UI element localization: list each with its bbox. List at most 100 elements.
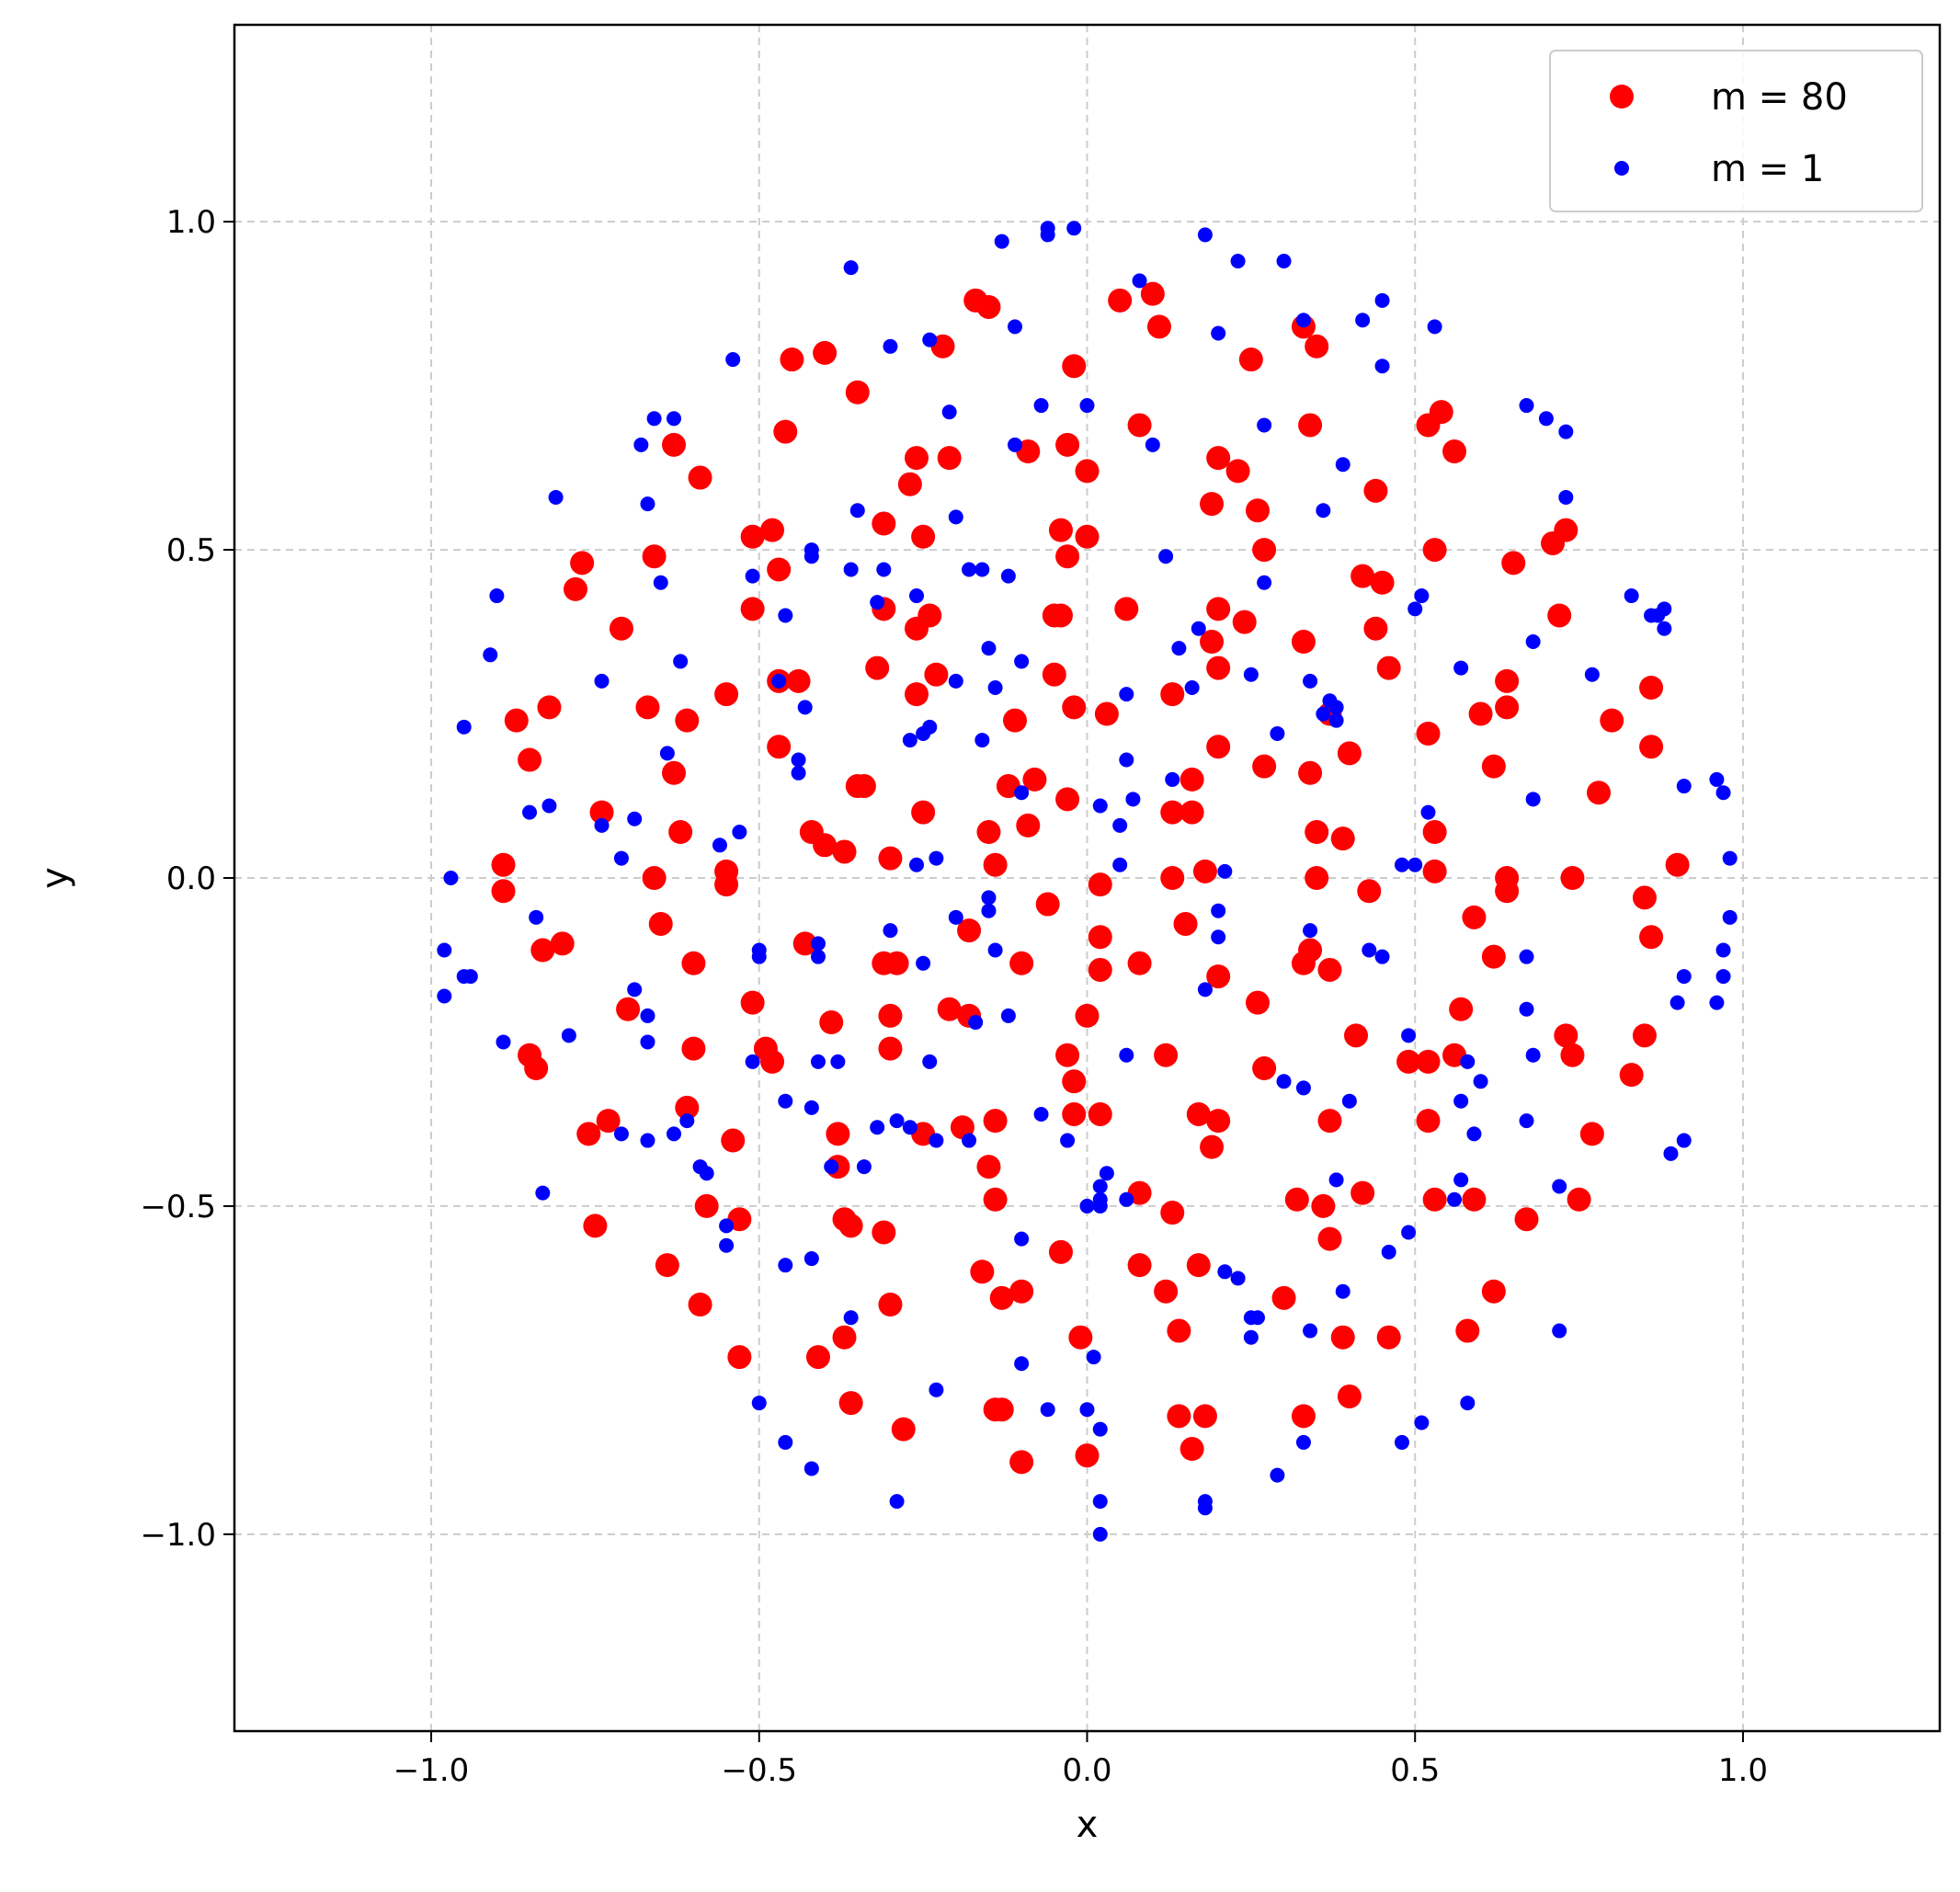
scatter-point xyxy=(1206,735,1231,759)
scatter-point xyxy=(1127,413,1152,438)
y-tick-label: 1.0 xyxy=(166,204,216,241)
scatter-point xyxy=(974,733,990,748)
scatter-point xyxy=(1252,538,1277,563)
scatter-point xyxy=(1420,804,1436,820)
scatter-point xyxy=(1401,1028,1417,1043)
scatter-point xyxy=(1396,1049,1421,1074)
scatter-point xyxy=(1481,754,1506,779)
scatter-point xyxy=(1014,785,1030,801)
scatter-point xyxy=(681,951,706,975)
scatter-point xyxy=(609,616,633,641)
scatter-point xyxy=(721,1128,746,1153)
scatter-point xyxy=(856,1159,872,1175)
scatter-point xyxy=(1376,655,1401,680)
scatter-point xyxy=(1211,929,1226,945)
scatter-point xyxy=(1246,990,1270,1015)
scatter-point xyxy=(1132,273,1147,289)
scatter-point xyxy=(640,1133,655,1148)
scatter-point xyxy=(550,931,575,956)
scatter-point xyxy=(1217,863,1233,879)
scatter-point xyxy=(1442,439,1467,463)
scatter-point xyxy=(740,990,765,1015)
scatter-point xyxy=(1363,478,1388,503)
scatter-point xyxy=(948,909,963,925)
scatter-point xyxy=(1519,1113,1534,1129)
scatter-point xyxy=(1600,708,1624,733)
scatter-point xyxy=(1186,1253,1211,1278)
scatter-point xyxy=(437,942,452,958)
scatter-point xyxy=(576,1122,601,1146)
scatter-point xyxy=(760,518,785,542)
scatter-point xyxy=(613,850,629,866)
scatter-point xyxy=(1449,997,1474,1021)
scatter-point xyxy=(675,1095,700,1120)
grid-lines xyxy=(234,25,1940,1731)
scatter-point xyxy=(1291,630,1316,655)
scatter-point xyxy=(1715,969,1731,985)
scatter-point xyxy=(1033,398,1049,414)
scatter-point xyxy=(1206,446,1231,471)
scatter-point xyxy=(791,752,806,768)
scatter-point xyxy=(1416,1049,1441,1074)
scatter-point xyxy=(1357,879,1382,904)
scatter-point xyxy=(712,838,727,853)
scatter-point xyxy=(491,879,516,904)
scatter-point xyxy=(1217,1264,1233,1280)
scatter-point xyxy=(1669,995,1685,1010)
scatter-point xyxy=(1238,348,1263,372)
scatter-point xyxy=(688,465,712,490)
scatter-point xyxy=(813,833,838,858)
legend-marker-m80 xyxy=(1610,85,1634,108)
scatter-point xyxy=(911,524,936,549)
scatter-point xyxy=(922,719,938,735)
scatter-point xyxy=(1092,1198,1108,1214)
scatter-point xyxy=(1335,1283,1350,1299)
scatter-point xyxy=(727,1345,752,1370)
scatter-point xyxy=(1200,1134,1225,1159)
scatter-point xyxy=(1160,1201,1185,1225)
scatter-point xyxy=(767,557,792,582)
scatter-point xyxy=(1160,682,1185,707)
scatter-point xyxy=(813,340,838,365)
scatter-point xyxy=(1088,957,1112,982)
scatter-point xyxy=(905,682,929,707)
scatter-point xyxy=(1009,951,1034,975)
x-tick-label: 1.0 xyxy=(1718,1752,1768,1789)
scatter-point xyxy=(570,551,595,576)
scatter-point xyxy=(1092,798,1108,814)
scatter-point xyxy=(1453,660,1469,676)
scatter-point xyxy=(1160,866,1185,890)
scatter-point xyxy=(1311,1193,1336,1218)
scatter-point xyxy=(891,1417,916,1442)
scatter-point xyxy=(640,1008,655,1023)
legend-label-m80: m = 80 xyxy=(1711,76,1848,119)
scatter-point xyxy=(1088,1101,1112,1126)
scatter-point xyxy=(1295,1434,1311,1450)
scatter-point xyxy=(1048,603,1073,628)
scatter-point xyxy=(929,1382,944,1397)
scatter-point xyxy=(830,1054,846,1069)
scatter-point xyxy=(745,568,760,584)
scatter-point xyxy=(1040,1402,1055,1418)
scatter-point xyxy=(1554,518,1578,542)
y-tick-label: 0.5 xyxy=(166,532,216,569)
scatter-point xyxy=(613,1126,629,1142)
scatter-point xyxy=(805,1345,830,1370)
scatter-point xyxy=(1014,654,1030,669)
scatter-point xyxy=(1186,1101,1211,1126)
scatter-point xyxy=(1003,708,1028,733)
scatter-point xyxy=(994,234,1009,249)
scatter-point xyxy=(1062,354,1087,379)
scatter-point xyxy=(1243,667,1259,682)
scatter-point xyxy=(778,1434,793,1450)
scatter-point xyxy=(1538,411,1554,427)
scatter-point xyxy=(838,1214,863,1238)
scatter-point xyxy=(751,949,767,964)
scatter-point xyxy=(655,1253,679,1278)
scatter-point xyxy=(1298,938,1323,963)
scatter-point xyxy=(1179,800,1204,825)
scatter-point xyxy=(1560,1043,1585,1067)
scatter-point xyxy=(889,1494,905,1510)
scatter-point xyxy=(1295,1080,1311,1096)
scatter-point xyxy=(803,1100,819,1115)
